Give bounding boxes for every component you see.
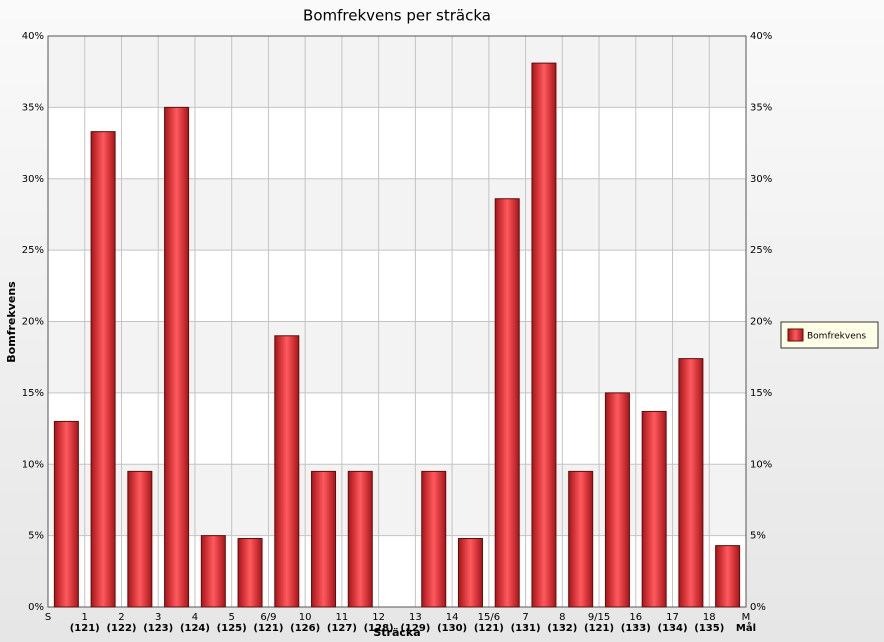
y2-tick-label: 40% (750, 31, 772, 42)
x-tick-label: 9/15 (588, 612, 610, 623)
bar (641, 410, 667, 608)
x-tick-sublabel: (128) (364, 623, 394, 634)
y-tick-label: 20% (22, 317, 44, 328)
x-tick-sublabel: (129) (400, 623, 430, 634)
x-tick-label: 1 (82, 612, 88, 623)
x-tick-label: 15/6 (478, 612, 500, 623)
x-tick-label: 3 (155, 612, 161, 623)
x-tick-sublabel: (125) (217, 623, 247, 634)
x-tick-sublabel: (132) (547, 623, 577, 634)
x-tick-label: 11 (336, 612, 349, 623)
y2-tick-label: 5% (750, 531, 766, 542)
x-tick-label: M (742, 612, 751, 623)
y-tick-label: 5% (28, 531, 44, 542)
x-tick-label: 7 (522, 612, 528, 623)
x-tick-sublabel: (134) (658, 623, 688, 634)
y2-tick-label: 30% (750, 174, 772, 185)
bar (311, 470, 337, 608)
x-tick-label: 17 (666, 612, 679, 623)
y-tick-label: 25% (22, 245, 44, 256)
y2-tick-label: 25% (750, 245, 772, 256)
y-tick-label: 10% (22, 459, 44, 470)
plot-band (48, 321, 746, 393)
bar (347, 470, 373, 608)
y2-tick-label: 20% (750, 317, 772, 328)
y-tick-label: 35% (22, 102, 44, 113)
bar (494, 198, 520, 608)
bar (274, 335, 300, 608)
x-tick-label: 2 (118, 612, 124, 623)
x-tick-label: 8 (559, 612, 565, 623)
plot-band (48, 107, 746, 179)
x-tick-label: 14 (446, 612, 459, 623)
bar (237, 537, 263, 608)
x-tick-label: 16 (629, 612, 642, 623)
legend-swatch (787, 328, 804, 342)
x-tick-sublabel: (122) (106, 623, 136, 634)
x-tick-label: 13 (409, 612, 422, 623)
x-axis-label: Sträcka (373, 626, 420, 639)
y-tick-label: 30% (22, 174, 44, 185)
plot-band (48, 535, 746, 607)
bar (568, 470, 594, 608)
x-tick-label: 10 (299, 612, 312, 623)
plot-band (48, 464, 746, 536)
bar (164, 106, 190, 608)
bar (200, 535, 226, 608)
bar (421, 470, 447, 608)
x-tick-sublabel: (121) (474, 623, 504, 634)
x-tick-sublabel: (126) (290, 623, 320, 634)
y-tick-label: 40% (22, 31, 44, 42)
plot-frame (47, 35, 747, 608)
chart-title: Bomfrekvens per sträcka (303, 7, 491, 25)
bar (53, 420, 79, 608)
x-tick-label: 5 (228, 612, 234, 623)
x-tick-label: 6/9 (260, 612, 276, 623)
y-tick-label: 0% (28, 602, 44, 613)
y2-tick-label: 35% (750, 102, 772, 113)
bar (604, 392, 630, 608)
x-tick-sublabel: (121) (253, 623, 283, 634)
x-tick-sublabel: (131) (511, 623, 541, 634)
plot-band (48, 250, 746, 322)
bar (457, 537, 483, 608)
plot-band (48, 178, 746, 251)
legend-label: Bomfrekvens (807, 332, 866, 342)
x-tick-label: 18 (703, 612, 716, 623)
x-tick-label: 4 (192, 612, 198, 623)
bar (90, 131, 116, 608)
x-tick-label: S (45, 612, 51, 623)
x-tick-sublabel: (135) (694, 623, 724, 634)
y-tick-label: 15% (22, 388, 44, 399)
bar (127, 470, 153, 608)
x-tick-sublabel: (130) (437, 623, 467, 634)
y2-tick-label: 15% (750, 388, 772, 399)
x-tick-sublabel: (124) (180, 623, 210, 634)
x-tick-sublabel: (133) (621, 623, 651, 634)
x-tick-sublabel: Mål (736, 621, 756, 634)
y-axis-label: Bomfrekvens (5, 281, 18, 363)
x-tick-sublabel: (121) (70, 623, 100, 634)
y2-tick-label: 0% (750, 602, 766, 613)
x-tick-sublabel: (123) (143, 623, 173, 634)
x-tick-sublabel: (127) (327, 623, 357, 634)
bar (531, 62, 557, 608)
plot-band (48, 36, 746, 108)
bar (715, 545, 741, 608)
y2-tick-label: 10% (750, 459, 772, 470)
bar (678, 358, 704, 608)
x-tick-sublabel: (121) (584, 623, 614, 634)
x-tick-label: 12 (372, 612, 385, 623)
plot-band (48, 392, 746, 465)
